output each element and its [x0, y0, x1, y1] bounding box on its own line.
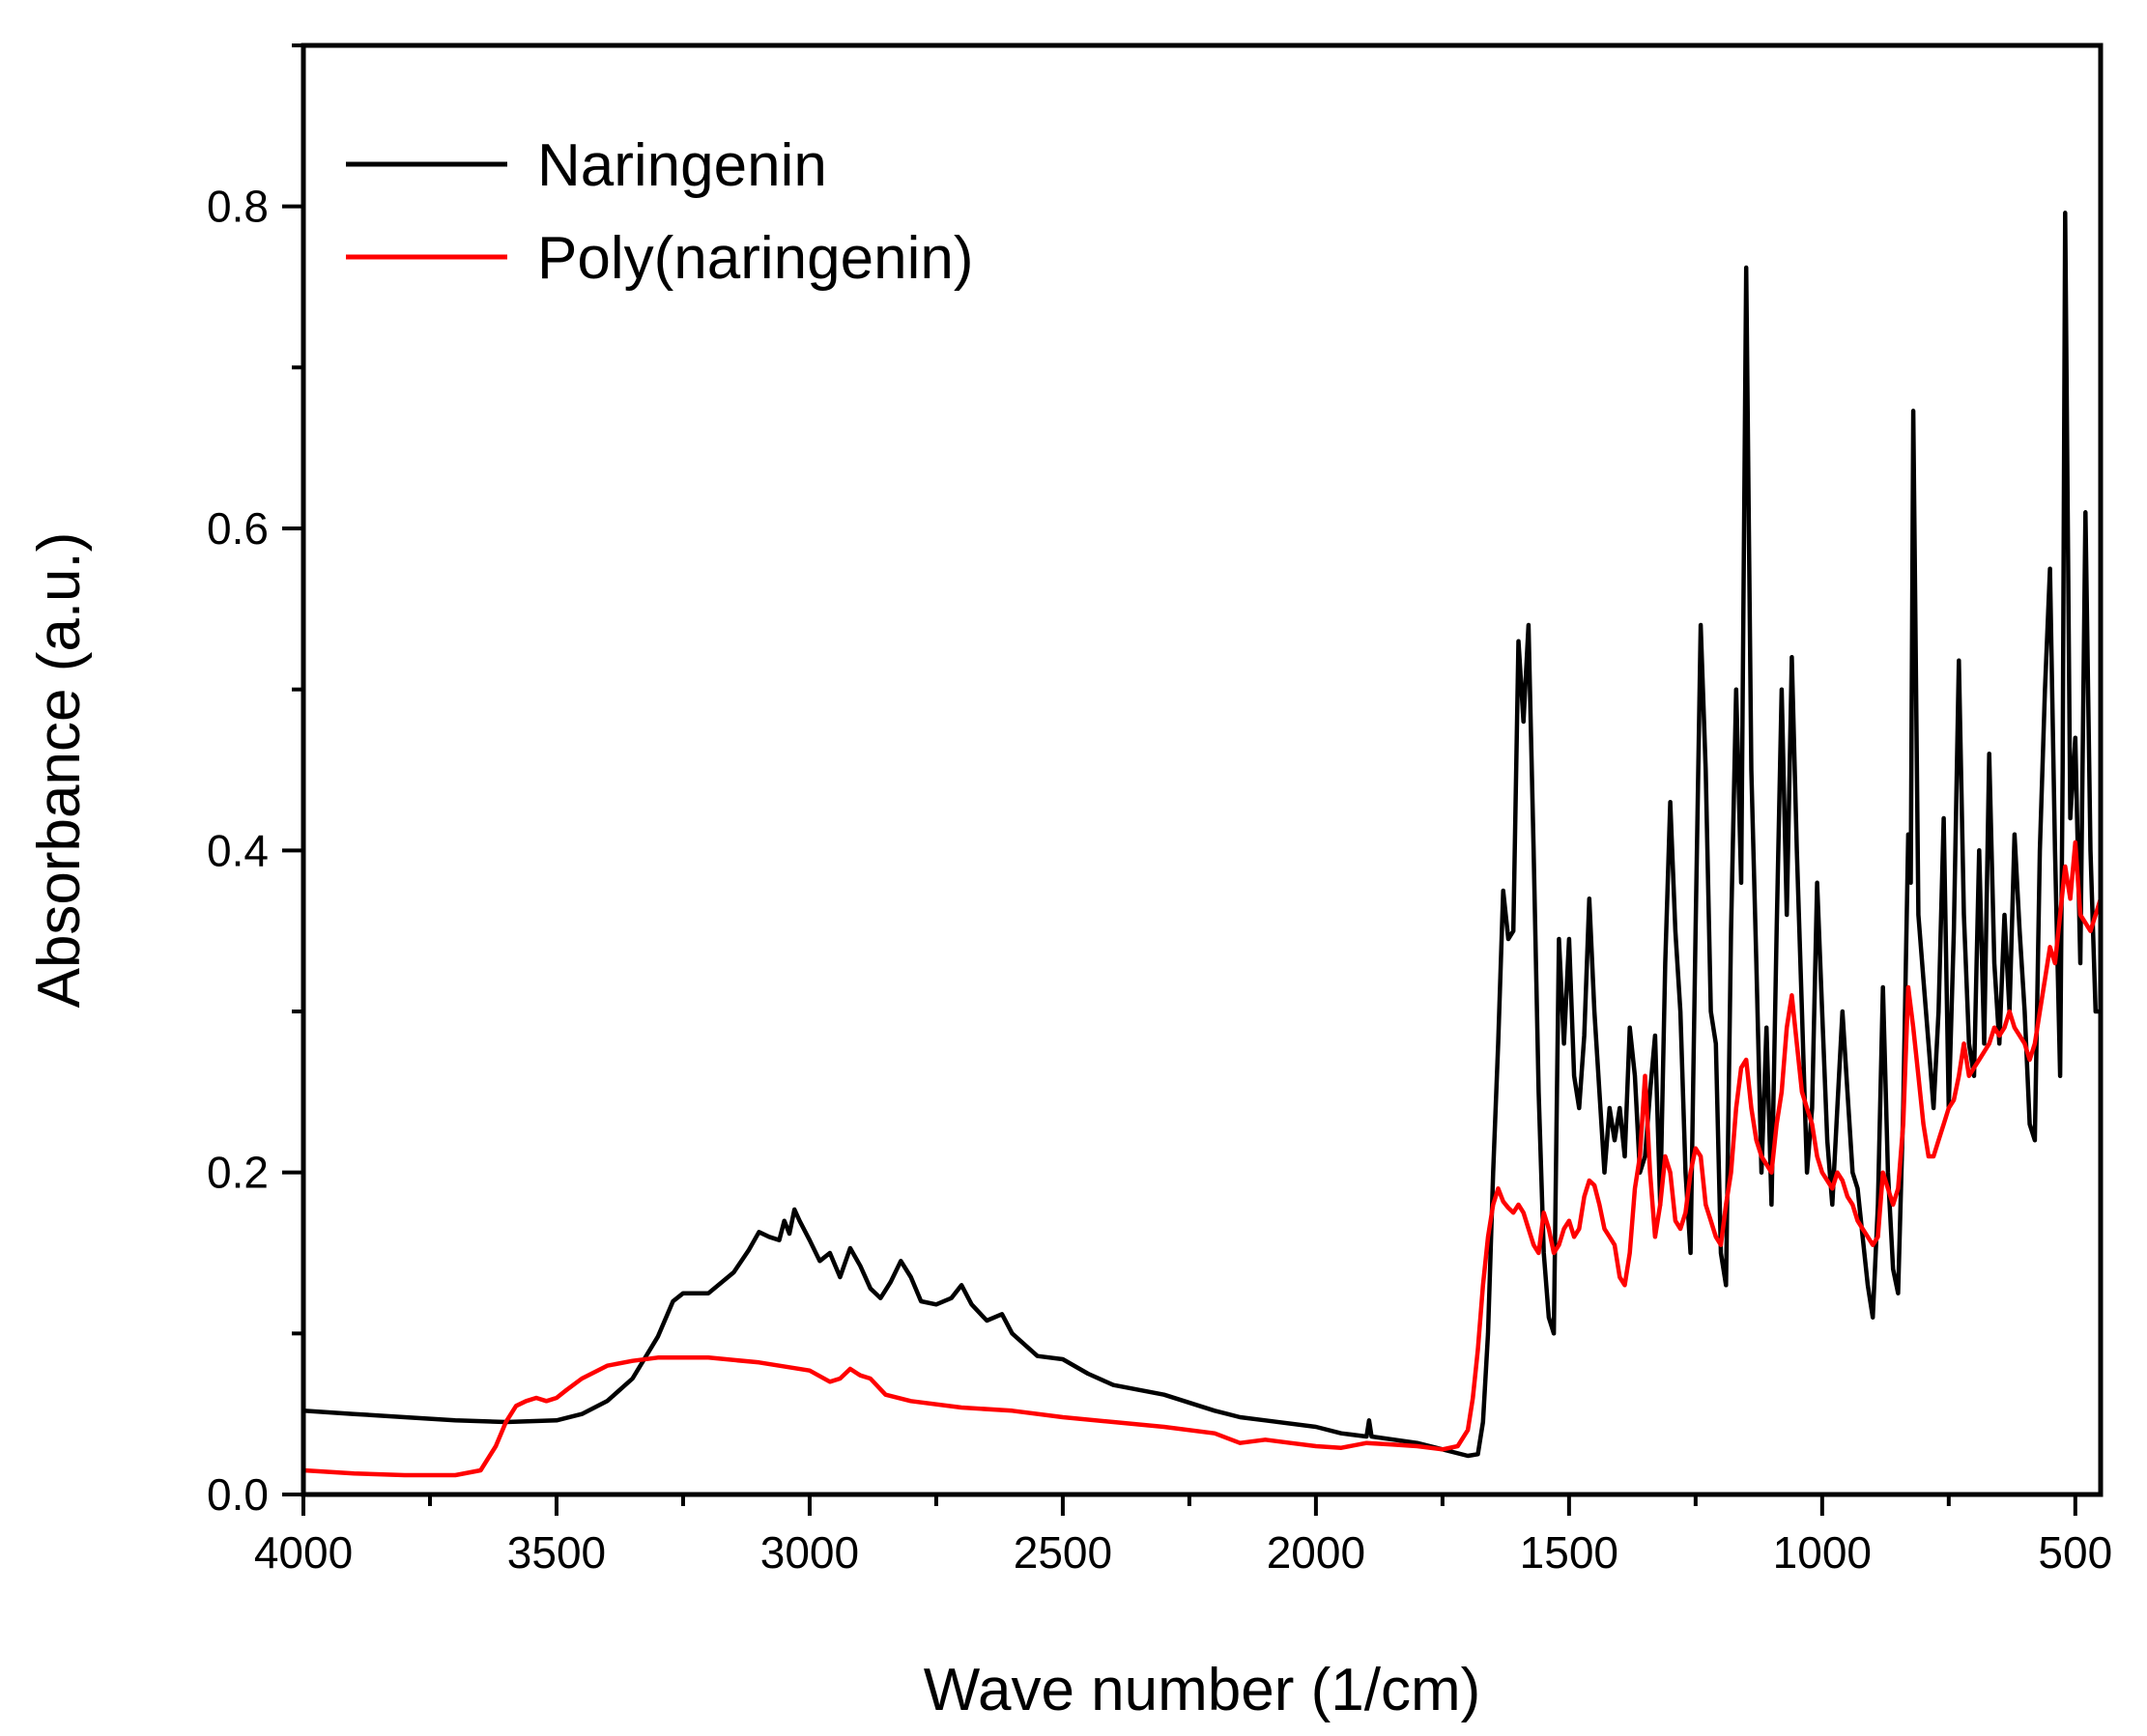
x-tick-label: 2000: [1267, 1527, 1365, 1578]
x-tick-label: 2500: [1014, 1527, 1112, 1578]
y-tick-label: 0.0: [207, 1469, 269, 1520]
x-tick-label: 1500: [1520, 1527, 1618, 1578]
y-tick-label: 0.6: [207, 503, 269, 554]
ticks-layer: 4000 3500 3000 2500 2000 1500 1000 500 0.0 0.2 0.4…: [207, 43, 2112, 1578]
legend-label-naringenin: Naringenin: [537, 132, 827, 199]
x-axis-title: Wave number (1/cm): [924, 1657, 1481, 1723]
y-axis-title: Absorbance (a.u.): [26, 532, 93, 1009]
y-tick-label: 0.4: [207, 825, 269, 875]
series-layer: [301, 211, 2104, 1478]
series-line-naringenin: [301, 211, 2104, 1459]
y-tick-label: 0.8: [207, 182, 269, 232]
x-tick-label: 4000: [254, 1527, 353, 1578]
y-tick-label: 0.2: [207, 1148, 269, 1198]
x-tick-label: 500: [2038, 1527, 2112, 1578]
legend-label-poly-naringenin: Poly(naringenin): [537, 225, 973, 292]
x-tick-label: 3500: [507, 1527, 606, 1578]
legend: Naringenin Poly(naringenin): [346, 132, 973, 292]
x-tick-label: 1000: [1773, 1527, 1872, 1578]
plot-frame: [301, 43, 2104, 1497]
plot-area: [303, 45, 2101, 1494]
x-tick-label: 3000: [760, 1527, 859, 1578]
series-line-poly-naringenin: [301, 840, 2104, 1478]
